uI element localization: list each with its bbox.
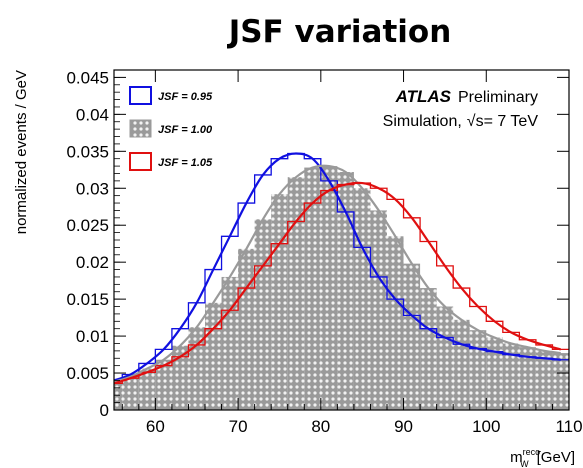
legend-swatch-jsf-095: [129, 86, 152, 105]
bar-jsf-100: [486, 337, 503, 410]
legend-label-jsf-100: JSF = 1.00: [158, 124, 213, 136]
bar-jsf-100: [171, 345, 189, 410]
y-tick-label: 0.04: [76, 105, 109, 124]
annotation-line-1: ATLAS Preliminary: [395, 87, 538, 106]
y-tick-label: 0.03: [76, 179, 109, 198]
bar-jsf-100: [552, 353, 569, 410]
legend: JSF = 0.95 JSF = 1.00 JSF = 1.05: [129, 86, 213, 171]
bar-jsf-100: [320, 166, 338, 410]
x-axis-label-main: m: [510, 449, 523, 466]
y-tick-label: 0.045: [66, 68, 109, 87]
bar-jsf-100: [535, 350, 553, 410]
bar-jsf-100: [138, 368, 156, 410]
page-title: JSF variation: [227, 14, 452, 50]
y-axis-label: normalized events / GeV: [13, 70, 30, 234]
simulation-label: Simulation,: [383, 113, 462, 130]
bar-jsf-100: [420, 288, 437, 410]
bar-jsf-100: [114, 381, 123, 410]
legend-label-jsf-105: JSF = 1.05: [158, 157, 213, 169]
x-tick-label: 100: [472, 417, 500, 436]
bar-jsf-100: [453, 319, 470, 410]
plot-area: [114, 152, 569, 410]
bar-jsf-100: [502, 343, 520, 410]
bar-jsf-100: [387, 236, 404, 410]
y-tick-label: 0.035: [66, 142, 109, 161]
fit-curve-jsf-100: [114, 164, 561, 383]
bar-jsf-100: [287, 177, 305, 410]
x-axis-label-unit: [GeV]: [537, 449, 575, 466]
y-tick-label: 0.015: [66, 290, 109, 309]
legend-swatch-jsf-100: [129, 119, 152, 138]
energy-label: s= 7 TeV: [476, 113, 539, 130]
atlas-annotation: ATLAS Preliminary Simulation, √s= 7 TeV: [383, 87, 539, 130]
bar-jsf-100: [238, 248, 255, 410]
y-tick-label: 0.005: [66, 364, 109, 383]
sqrt-sign: √: [467, 113, 476, 130]
legend-label-jsf-095: JSF = 0.95: [158, 91, 213, 103]
bar-jsf-100: [221, 276, 239, 410]
bar-jsf-100: [353, 188, 371, 410]
bar-jsf-100: [519, 347, 536, 410]
atlas-label: ATLAS: [395, 87, 452, 106]
annotation-line-2: Simulation, √s= 7 TeV: [383, 113, 539, 130]
bar-jsf-100: [205, 302, 222, 410]
fit-curve-jsf-095: [114, 152, 561, 382]
bar-jsf-100: [122, 376, 139, 410]
x-axis-label: mreco W [GeV]: [510, 447, 575, 468]
legend-swatch-jsf-105: [129, 152, 152, 171]
x-axis-ticks: 60 70 80 90 100 110: [121, 70, 583, 436]
bar-jsf-100: [337, 172, 354, 410]
x-tick-label: 60: [146, 417, 165, 436]
y-tick-label: 0: [100, 401, 109, 420]
bar-jsf-100: [403, 263, 421, 410]
bar-jsf-100: [254, 219, 272, 410]
y-tick-label: 0.02: [76, 253, 109, 272]
y-tick-label: 0.01: [76, 327, 109, 346]
bar-jsf-100: [155, 359, 172, 410]
x-tick-label: 110: [555, 417, 582, 436]
x-axis-label-sup: reco: [523, 447, 541, 457]
bar-jsf-100: [271, 194, 288, 410]
bar-jsf-100: [469, 330, 487, 410]
preliminary-label: Preliminary: [458, 89, 538, 106]
bar-jsf-100: [436, 306, 454, 410]
x-tick-label: 80: [311, 417, 330, 436]
y-tick-label: 0.025: [66, 216, 109, 235]
x-tick-label: 90: [394, 417, 413, 436]
bar-jsf-100: [370, 210, 387, 410]
y-axis-ticks: 0 0.005 0.01 0.015 0.02 0.025 0.03 0.035 0.04 0.0…: [66, 68, 569, 420]
x-axis-label-sub: W: [520, 459, 529, 468]
x-tick-label: 70: [229, 417, 248, 436]
fit-curve-jsf-105: [114, 181, 562, 385]
bar-jsf-100: [304, 167, 321, 410]
